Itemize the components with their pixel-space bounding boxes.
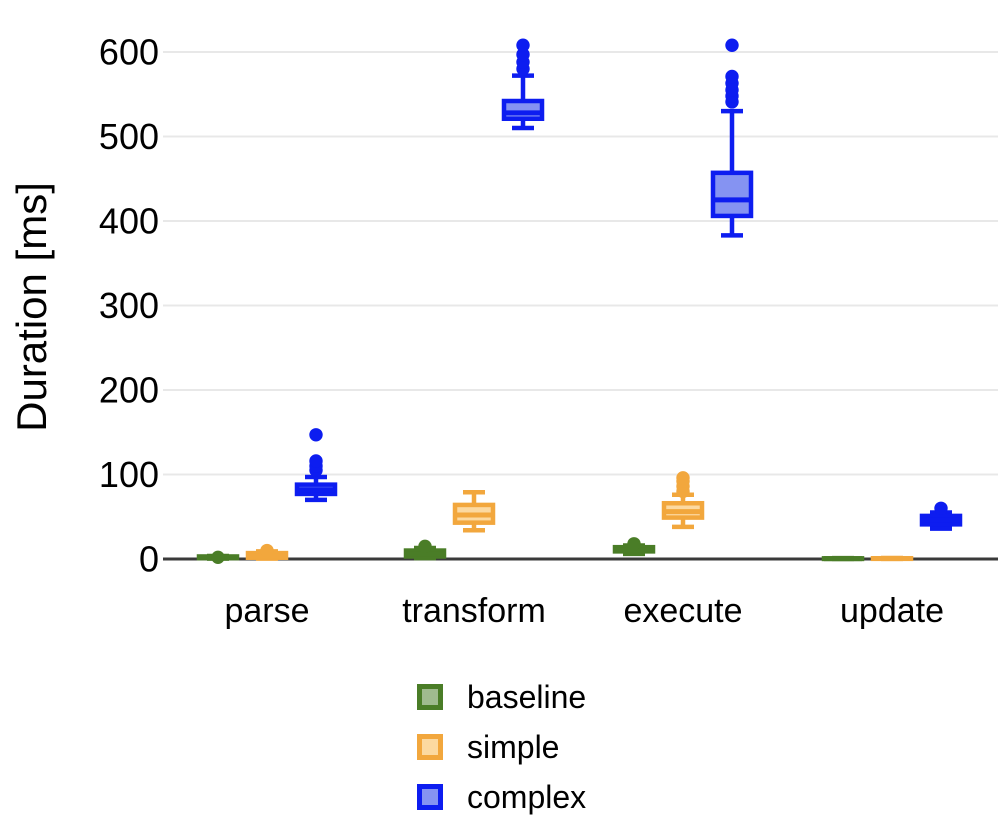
outlier-dot bbox=[211, 550, 225, 565]
box-simple-parse bbox=[245, 543, 289, 561]
box-simple-execute bbox=[661, 471, 705, 530]
y-tick-label: 100 bbox=[99, 454, 159, 495]
legend-item-complex: complex bbox=[417, 772, 586, 822]
legend-label-complex: complex bbox=[467, 779, 587, 815]
legend-label-simple: simple bbox=[467, 729, 560, 765]
legend-label-baseline: baseline bbox=[467, 679, 587, 715]
box-baseline-transform bbox=[403, 539, 447, 561]
outlier-dot bbox=[627, 537, 641, 551]
outlier-dot bbox=[309, 454, 323, 468]
y-tick-label: 300 bbox=[99, 285, 159, 326]
legend-swatch-baseline bbox=[417, 684, 443, 710]
x-category-label: execute bbox=[623, 592, 742, 630]
outlier-dot bbox=[676, 471, 690, 485]
box-simple-transform bbox=[452, 489, 496, 533]
outlier-dot bbox=[725, 69, 739, 84]
y-tick-label: 600 bbox=[99, 32, 159, 73]
x-category-label: transform bbox=[402, 592, 546, 630]
legend-item-baseline: baseline bbox=[417, 672, 586, 722]
outlier-dot bbox=[725, 38, 739, 52]
outlier-dot bbox=[934, 501, 948, 515]
grid-layer bbox=[163, 51, 998, 561]
legend-swatch-simple bbox=[417, 734, 443, 760]
outlier-dot bbox=[516, 38, 530, 52]
box-complex-update bbox=[919, 501, 963, 531]
y-tick-label: 0 bbox=[139, 539, 159, 580]
box-rect bbox=[501, 98, 545, 122]
box-complex-execute bbox=[710, 38, 754, 238]
legend: baseline simple complex bbox=[417, 672, 586, 822]
outlier-dot bbox=[418, 539, 432, 554]
box-baseline-update bbox=[821, 555, 865, 562]
outlier-dot bbox=[309, 428, 323, 442]
outlier-dot bbox=[260, 543, 274, 558]
box-layer bbox=[196, 38, 963, 565]
y-tick-label: 400 bbox=[99, 201, 159, 242]
legend-item-simple: simple bbox=[417, 722, 586, 772]
y-tick-label: 500 bbox=[99, 116, 159, 157]
box-complex-parse bbox=[294, 428, 338, 503]
label-layer: 0 100 200 300 400 500 600 parse transform execute… bbox=[99, 32, 944, 631]
y-axis-title: Duration [ms] bbox=[8, 182, 55, 432]
box-baseline-parse bbox=[196, 550, 240, 565]
outlier-dot bbox=[516, 47, 530, 62]
legend-swatch-complex bbox=[417, 784, 443, 810]
box-complex-transform bbox=[501, 38, 545, 131]
box-rect bbox=[710, 170, 754, 219]
box-simple-update bbox=[870, 555, 914, 562]
x-category-label: parse bbox=[224, 592, 309, 630]
box-baseline-execute bbox=[612, 537, 656, 557]
x-category-label: update bbox=[840, 592, 944, 630]
y-tick-label: 200 bbox=[99, 370, 159, 411]
